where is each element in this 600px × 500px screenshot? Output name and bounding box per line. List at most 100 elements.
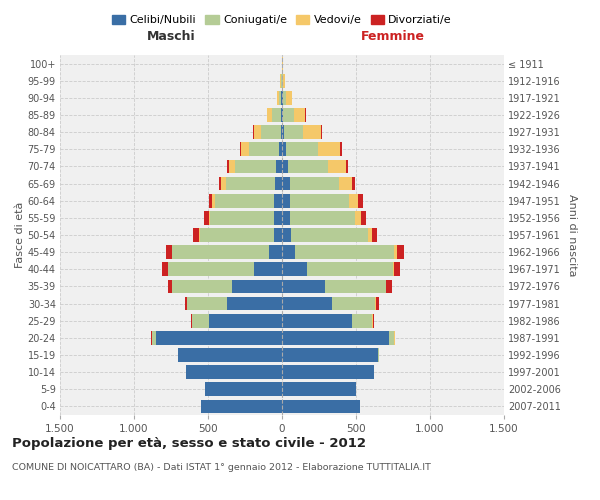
Bar	[200, 228, 274, 242]
Bar	[210, 211, 274, 224]
Bar	[328, 160, 346, 173]
Text: Femmine: Femmine	[361, 30, 425, 43]
Bar	[172, 246, 269, 259]
Bar	[340, 142, 341, 156]
Bar	[268, 108, 272, 122]
Bar	[172, 280, 232, 293]
Bar	[168, 262, 254, 276]
Bar	[282, 108, 283, 122]
Legend: Celibi/Nubili, Coniugati/e, Vedovi/e, Divorziati/e: Celibi/Nubili, Coniugati/e, Vedovi/e, Di…	[107, 10, 457, 30]
Bar	[227, 160, 229, 173]
Bar	[281, 108, 282, 122]
Bar	[226, 176, 275, 190]
Bar	[275, 176, 282, 190]
Bar	[339, 176, 352, 190]
Bar	[276, 160, 282, 173]
Bar	[204, 211, 209, 224]
Bar	[290, 176, 339, 190]
Bar	[373, 314, 374, 328]
Bar	[318, 142, 340, 156]
Bar	[282, 211, 290, 224]
Bar	[212, 194, 215, 207]
Bar	[261, 126, 281, 139]
Bar	[282, 296, 332, 310]
Bar	[352, 176, 355, 190]
Bar	[163, 262, 167, 276]
Bar	[349, 194, 358, 207]
Bar	[209, 211, 210, 224]
Bar	[281, 126, 282, 139]
Text: Popolazione per età, sesso e stato civile - 2012: Popolazione per età, sesso e stato civil…	[12, 438, 366, 450]
Bar	[394, 262, 400, 276]
Bar	[254, 126, 261, 139]
Bar	[191, 314, 192, 328]
Bar	[254, 262, 282, 276]
Bar	[332, 296, 375, 310]
Bar	[187, 296, 227, 310]
Bar	[355, 211, 361, 224]
Bar	[192, 314, 209, 328]
Bar	[282, 262, 307, 276]
Bar	[282, 246, 295, 259]
Bar	[282, 91, 283, 104]
Bar	[378, 348, 379, 362]
Bar	[282, 400, 361, 413]
Bar	[325, 280, 386, 293]
Bar	[279, 91, 281, 104]
Bar	[394, 246, 397, 259]
Bar	[166, 246, 172, 259]
Bar	[282, 348, 378, 362]
Bar	[156, 331, 282, 344]
Text: Maschi: Maschi	[146, 30, 196, 43]
Bar	[152, 331, 156, 344]
Y-axis label: Fasce di età: Fasce di età	[14, 202, 25, 268]
Bar	[283, 108, 293, 122]
Bar	[168, 280, 172, 293]
Bar	[393, 262, 394, 276]
Bar	[193, 228, 199, 242]
Bar	[346, 160, 348, 173]
Bar	[227, 296, 282, 310]
Bar	[283, 91, 286, 104]
Bar	[286, 142, 318, 156]
Bar	[358, 194, 362, 207]
Bar	[205, 382, 282, 396]
Bar	[240, 142, 241, 156]
Bar	[371, 228, 377, 242]
Bar	[321, 126, 322, 139]
Bar	[279, 142, 282, 156]
Bar	[352, 314, 372, 328]
Bar	[290, 211, 355, 224]
Bar	[282, 160, 288, 173]
Bar	[284, 126, 304, 139]
Bar	[291, 228, 368, 242]
Bar	[185, 296, 187, 310]
Bar	[282, 126, 284, 139]
Bar	[269, 246, 282, 259]
Bar	[229, 160, 235, 173]
Bar	[280, 74, 281, 88]
Bar	[272, 108, 281, 122]
Bar	[277, 91, 279, 104]
Bar	[282, 314, 352, 328]
Bar	[282, 331, 389, 344]
Bar	[282, 280, 325, 293]
Y-axis label: Anni di nascita: Anni di nascita	[566, 194, 577, 276]
Bar	[209, 314, 282, 328]
Bar	[178, 348, 282, 362]
Bar	[274, 194, 282, 207]
Bar	[293, 108, 305, 122]
Bar	[386, 280, 392, 293]
Bar	[232, 280, 282, 293]
Text: COMUNE DI NOICATTARO (BA) - Dati ISTAT 1° gennaio 2012 - Elaborazione TUTTITALIA: COMUNE DI NOICATTARO (BA) - Dati ISTAT 1…	[12, 463, 431, 472]
Bar	[215, 194, 274, 207]
Bar	[274, 228, 282, 242]
Bar	[368, 228, 371, 242]
Bar	[186, 366, 282, 379]
Bar	[389, 331, 394, 344]
Bar	[282, 176, 290, 190]
Bar	[274, 211, 282, 224]
Bar	[307, 262, 393, 276]
Bar	[209, 194, 212, 207]
Bar	[282, 142, 286, 156]
